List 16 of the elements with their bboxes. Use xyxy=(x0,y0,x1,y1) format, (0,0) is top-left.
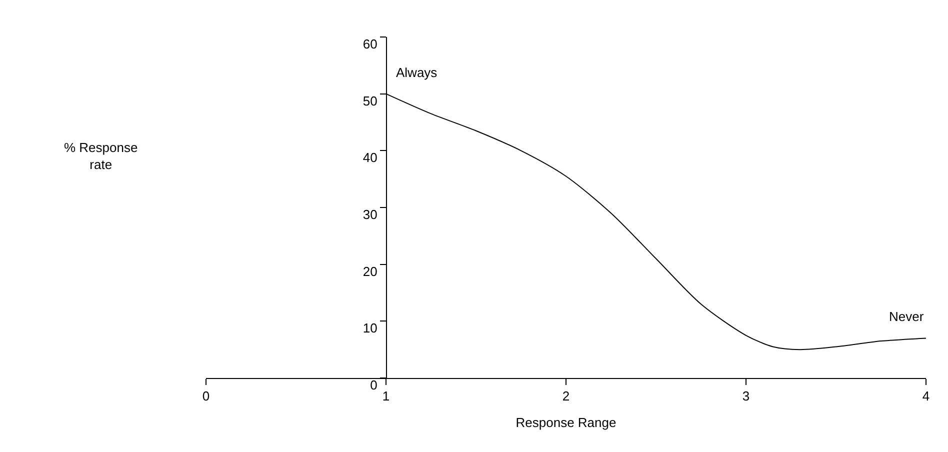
y-tick-label: 0 xyxy=(370,378,378,393)
x-tick-label: 0 xyxy=(202,388,210,404)
x-tick-label: 4 xyxy=(922,388,930,404)
y-tick-label: 20 xyxy=(362,264,378,279)
annotation: Never xyxy=(889,309,924,324)
x-tick-label: 2 xyxy=(562,388,570,404)
y-tick-label: 30 xyxy=(362,207,378,222)
x-tick-label: 3 xyxy=(742,388,750,404)
y-tick-label: 50 xyxy=(362,93,378,108)
y-tick-label: 10 xyxy=(362,320,378,336)
x-tick-label: 1 xyxy=(382,388,390,404)
y-tick-label: 40 xyxy=(362,150,378,166)
annotation: Always xyxy=(396,65,438,80)
x-axis-title: Response Range xyxy=(516,415,616,430)
y-axis-title: % Response rate xyxy=(64,140,138,172)
y-tick-label: 60 xyxy=(362,36,378,52)
